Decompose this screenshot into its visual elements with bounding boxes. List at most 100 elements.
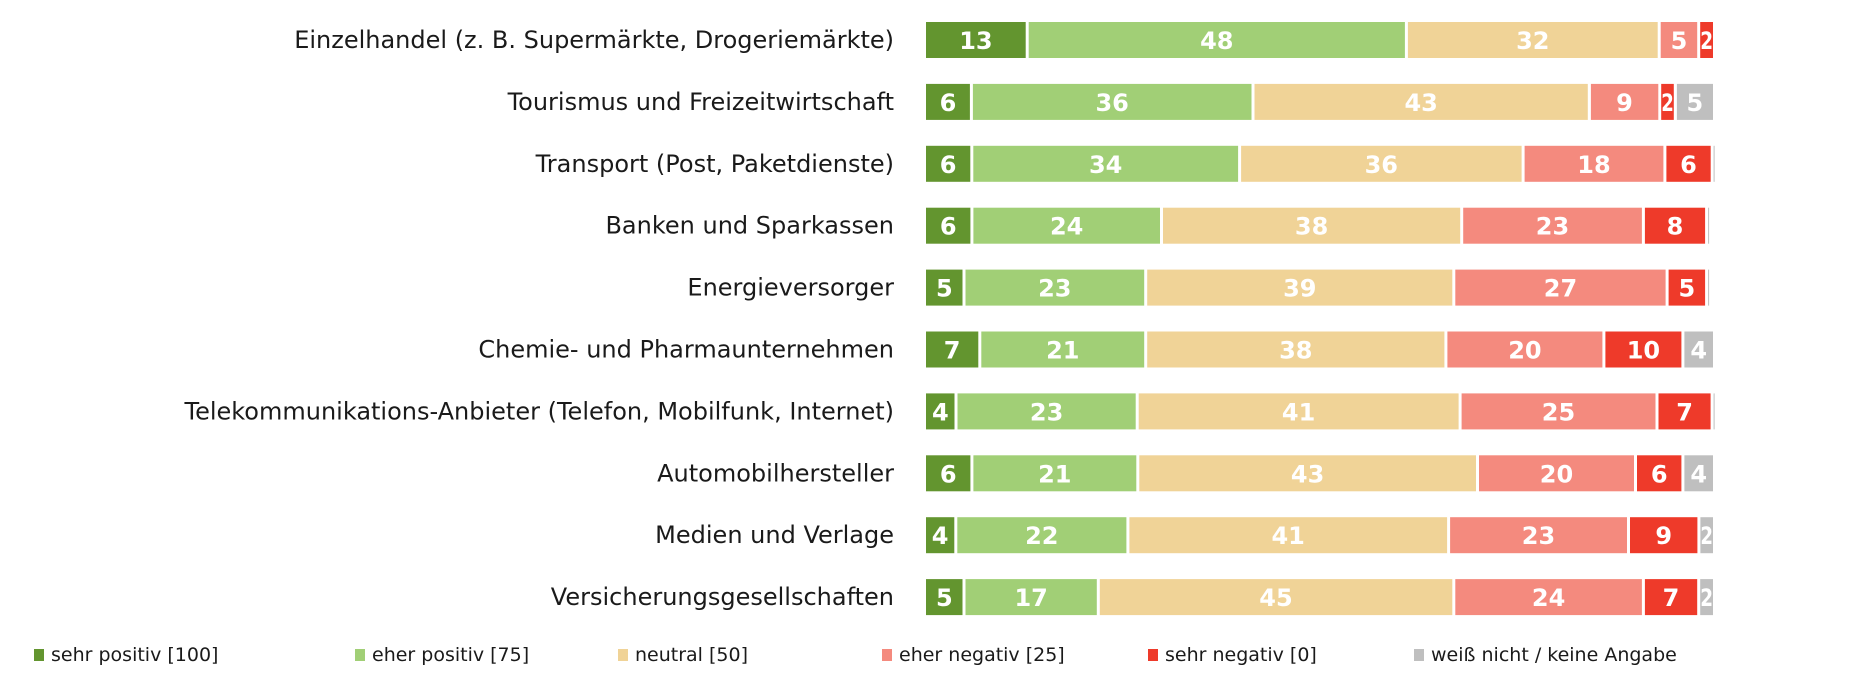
bar-segment xyxy=(926,455,971,492)
data-label: 39 xyxy=(1283,275,1316,303)
data-label: 2 xyxy=(1700,522,1713,550)
data-label: 20 xyxy=(1540,460,1573,488)
category-labels: Einzelhandel (z. B. Supermärkte, Drogeri… xyxy=(183,26,894,611)
legend-label: weiß nicht / keine Angabe xyxy=(1431,644,1677,666)
bar-segment xyxy=(1713,393,1715,430)
data-label: 2 xyxy=(1700,27,1713,55)
bar-segment xyxy=(1254,83,1588,120)
bar-segment xyxy=(1637,455,1682,492)
bar-segment xyxy=(1479,455,1634,492)
legend-label: sehr negativ [0] xyxy=(1165,644,1317,666)
bar-segment xyxy=(1644,207,1706,244)
bar-segment xyxy=(1676,83,1713,120)
data-label: 21 xyxy=(1046,337,1079,365)
data-label: 32 xyxy=(1516,27,1549,55)
legend: sehr positiv [100] eher positiv [75] neutr… xyxy=(34,644,1677,666)
category-label: Tourismus und Freizeitwirtschaft xyxy=(507,88,894,116)
legend-marker xyxy=(34,649,44,661)
data-label: 48 xyxy=(1200,27,1233,55)
bar-segment xyxy=(1099,579,1453,616)
bar-segment xyxy=(1455,269,1666,306)
bar-segment xyxy=(1684,331,1713,368)
bar-segment xyxy=(1028,22,1405,58)
bar-segment xyxy=(1450,517,1627,554)
bar-segment xyxy=(972,83,1252,120)
bar-segment xyxy=(926,517,955,554)
bar-segment xyxy=(981,331,1145,368)
bar-segment xyxy=(926,269,963,306)
data-label: 24 xyxy=(1050,213,1083,241)
data-label: 27 xyxy=(1544,275,1577,303)
data-label: 23 xyxy=(1038,275,1071,303)
data-label: 17 xyxy=(1014,584,1047,612)
data-label: 4 xyxy=(1690,460,1707,488)
data-label: 38 xyxy=(1295,213,1328,241)
bar-segment xyxy=(1147,331,1445,368)
bar-segment xyxy=(1684,455,1713,492)
bar-segment xyxy=(1700,517,1713,554)
data-label: 10 xyxy=(1627,337,1660,365)
bar-segment xyxy=(965,579,1097,616)
bar-segment xyxy=(1129,517,1448,554)
bar-segment xyxy=(1708,269,1710,306)
bar-segment xyxy=(926,145,971,182)
bar-segment xyxy=(1241,145,1522,182)
category-label: Versicherungsgesellschaften xyxy=(551,583,894,611)
category-label: Automobilhersteller xyxy=(657,459,894,487)
bar-segment xyxy=(1708,207,1710,244)
data-label: 23 xyxy=(1522,522,1555,550)
data-label: 38 xyxy=(1279,337,1312,365)
bar-segment xyxy=(1661,83,1674,120)
bar-segment xyxy=(1668,269,1706,306)
data-label: 23 xyxy=(1536,213,1569,241)
bar-segment xyxy=(1524,145,1664,182)
data-label: 41 xyxy=(1282,398,1315,426)
data-label: 43 xyxy=(1404,89,1437,117)
data-label: 6 xyxy=(1680,151,1697,179)
bar-segment xyxy=(1666,145,1711,182)
bar-segment xyxy=(965,269,1145,306)
bars: 13 48 32 5 26 36 43 9 2 56 34 36 18 66 24 38 23 85 23 39 27 5… xyxy=(926,22,1715,616)
bar-segment xyxy=(973,207,1160,244)
legend-marker xyxy=(618,649,628,661)
bar-segment xyxy=(1605,331,1682,368)
bar-segment xyxy=(957,517,1127,554)
data-label: 18 xyxy=(1577,151,1610,179)
bar-segment xyxy=(1700,22,1713,58)
bar-segment xyxy=(973,145,1239,182)
legend-label: neutral [50] xyxy=(635,644,748,666)
data-label: 7 xyxy=(944,337,961,365)
bar-segment xyxy=(1447,331,1603,368)
data-label: 21 xyxy=(1038,460,1071,488)
data-label: 45 xyxy=(1259,584,1292,612)
data-label: 6 xyxy=(1651,460,1668,488)
data-label: 9 xyxy=(1655,522,1672,550)
bar-segment xyxy=(1630,517,1698,554)
data-label: 43 xyxy=(1291,460,1324,488)
bar-segment xyxy=(926,331,979,368)
legend-marker xyxy=(1414,649,1424,661)
category-label: Energieversorger xyxy=(687,274,894,302)
bar-segment xyxy=(1455,579,1642,616)
data-label: 6 xyxy=(940,151,957,179)
data-label: 6 xyxy=(940,213,957,241)
bar-segment xyxy=(1660,22,1698,58)
data-label: 13 xyxy=(959,27,992,55)
legend-marker xyxy=(1148,649,1158,661)
legend-marker xyxy=(882,649,892,661)
bar-segment xyxy=(1590,83,1659,120)
data-label: 41 xyxy=(1271,522,1304,550)
data-label: 7 xyxy=(1663,584,1680,612)
data-label: 7 xyxy=(1676,398,1693,426)
bar-segment xyxy=(1658,393,1711,430)
data-label: 5 xyxy=(936,275,953,303)
data-label: 6 xyxy=(940,460,957,488)
data-label: 5 xyxy=(936,584,953,612)
bar-segment xyxy=(1407,22,1658,58)
category-label: Banken und Sparkassen xyxy=(605,212,894,240)
data-label: 22 xyxy=(1025,522,1058,550)
data-label: 8 xyxy=(1667,213,1684,241)
bar-segment xyxy=(957,393,1136,430)
bar-segment xyxy=(1139,455,1476,492)
